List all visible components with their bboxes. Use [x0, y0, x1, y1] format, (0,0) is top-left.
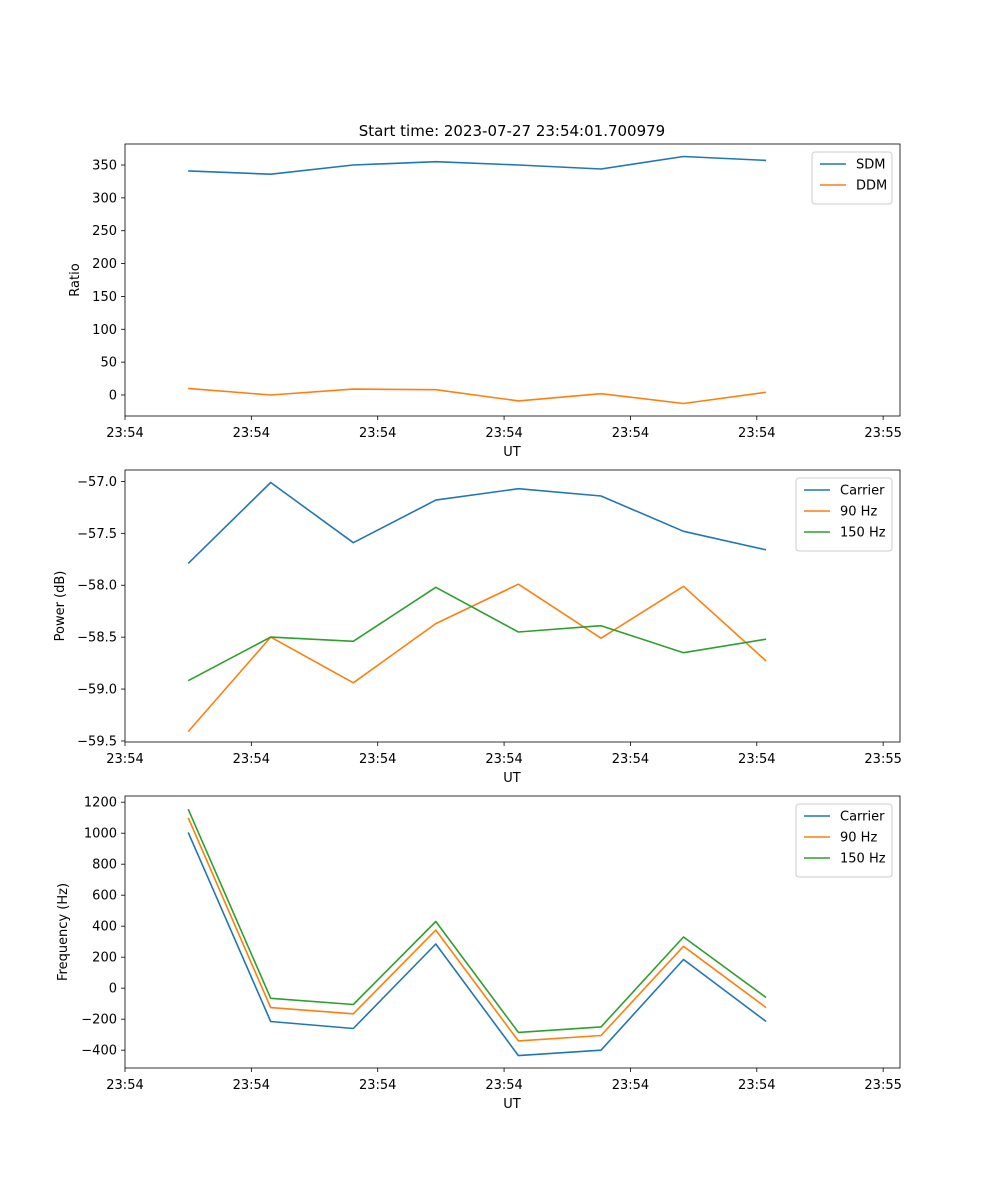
x-tick-label: 23:54 [612, 1078, 649, 1093]
legend-label: SDM [856, 158, 885, 173]
legend: Carrier 90 Hz 150 Hz [795, 803, 893, 878]
y-tick-label: −59.5 [77, 734, 117, 749]
y-axis-label-power: Power (dB) [53, 571, 68, 642]
x-axis-label-frequency: UT [503, 1097, 521, 1112]
y-tick-label: −58.0 [77, 579, 117, 594]
series-line-90-hz [187, 817, 767, 1042]
x-tick-label: 23:54 [359, 752, 396, 767]
legend-label: 150 Hz [840, 526, 886, 541]
y-tick-label: 1000 [84, 827, 117, 842]
x-tick-label: 23:54 [233, 426, 270, 441]
y-tick-label: 600 [92, 889, 117, 904]
subplot-ratio: 23:54 23:54 23:54 23:54 23:54 23:54 23:55 0 50 10… [68, 143, 902, 460]
x-tick-label: 23:54 [233, 1078, 270, 1093]
series-line-ddm [188, 387, 767, 405]
y-tick-label: 400 [92, 920, 117, 935]
legend: SDM DDM [811, 151, 893, 205]
subplot-power: 23:54 23:54 23:54 23:54 23:54 23:54 23:55 −59.5… [53, 469, 902, 786]
series-line-150-hz [187, 808, 767, 1034]
x-tick-label: 23:55 [864, 426, 901, 441]
axes-frame [124, 469, 901, 743]
x-tick-label: 23:54 [359, 1078, 396, 1093]
y-tick-label: −57.5 [77, 527, 117, 542]
legend-label: Carrier [840, 810, 885, 825]
legend-label: Carrier [840, 484, 885, 499]
x-tick-label: 23:54 [485, 752, 522, 767]
subplot-frequency: 23:54 23:54 23:54 23:54 23:54 23:54 23:55 −400 −… [56, 795, 902, 1112]
figure-title: Start time: 2023-07-27 23:54:01.700979 [359, 122, 665, 140]
y-tick-label: 350 [92, 159, 117, 174]
y-tick-label: −58.5 [77, 631, 117, 646]
x-tick-label: 23:54 [106, 426, 143, 441]
y-tick-label: 800 [92, 858, 117, 873]
y-tick-label: 250 [92, 224, 117, 239]
y-tick-label: 200 [92, 951, 117, 966]
y-tick-label: 300 [92, 191, 117, 206]
axes-frame [124, 143, 901, 417]
y-axis-label-ratio: Ratio [68, 263, 83, 296]
series-line-90-hz [187, 583, 767, 733]
y-tick-label: 150 [92, 290, 117, 305]
y-tick-label: −200 [81, 1013, 117, 1028]
legend-label: DDM [856, 179, 887, 194]
plot-area-frequency: 23:54 23:54 23:54 23:54 23:54 23:54 23:55 −400 −… [81, 795, 902, 1093]
y-tick-label: 200 [92, 257, 117, 272]
x-tick-label: 23:54 [233, 752, 270, 767]
series-line-carrier [187, 832, 767, 1057]
x-tick-label: 23:54 [485, 1078, 522, 1093]
x-tick-label: 23:54 [106, 752, 143, 767]
x-tick-label: 23:54 [612, 426, 649, 441]
x-tick-label: 23:55 [864, 1078, 901, 1093]
y-tick-label: −57.0 [77, 475, 117, 490]
series-line-150-hz [187, 586, 767, 682]
x-tick-label: 23:54 [106, 1078, 143, 1093]
x-tick-label: 23:54 [359, 426, 396, 441]
x-tick-label: 23:54 [738, 426, 775, 441]
y-tick-label: 0 [109, 388, 117, 403]
plot-area-power: 23:54 23:54 23:54 23:54 23:54 23:54 23:55 −59.5… [77, 469, 902, 767]
legend-label: 90 Hz [840, 831, 877, 846]
x-tick-label: 23:55 [864, 752, 901, 767]
y-tick-label: 50 [100, 356, 117, 371]
y-tick-label: 1200 [84, 796, 117, 811]
series-line-carrier [187, 481, 767, 564]
x-axis-label-ratio: UT [503, 445, 521, 460]
y-tick-label: 100 [92, 323, 117, 338]
y-tick-label: −400 [81, 1044, 117, 1059]
legend-frame [811, 151, 893, 205]
x-tick-label: 23:54 [738, 752, 775, 767]
x-axis-label-power: UT [503, 771, 521, 786]
plot-area-ratio: 23:54 23:54 23:54 23:54 23:54 23:54 23:55 0 50 10… [92, 143, 902, 441]
legend-label: 150 Hz [840, 852, 886, 867]
x-tick-label: 23:54 [485, 426, 522, 441]
legend-label: 90 Hz [840, 505, 877, 520]
y-tick-label: −59.0 [77, 683, 117, 698]
x-tick-label: 23:54 [738, 1078, 775, 1093]
axes-frame [124, 795, 901, 1069]
legend: Carrier 90 Hz 150 Hz [795, 477, 893, 552]
x-tick-label: 23:54 [612, 752, 649, 767]
y-tick-label: 0 [109, 982, 117, 997]
y-axis-label-frequency: Frequency (Hz) [56, 883, 71, 981]
series-line-sdm [188, 155, 767, 175]
